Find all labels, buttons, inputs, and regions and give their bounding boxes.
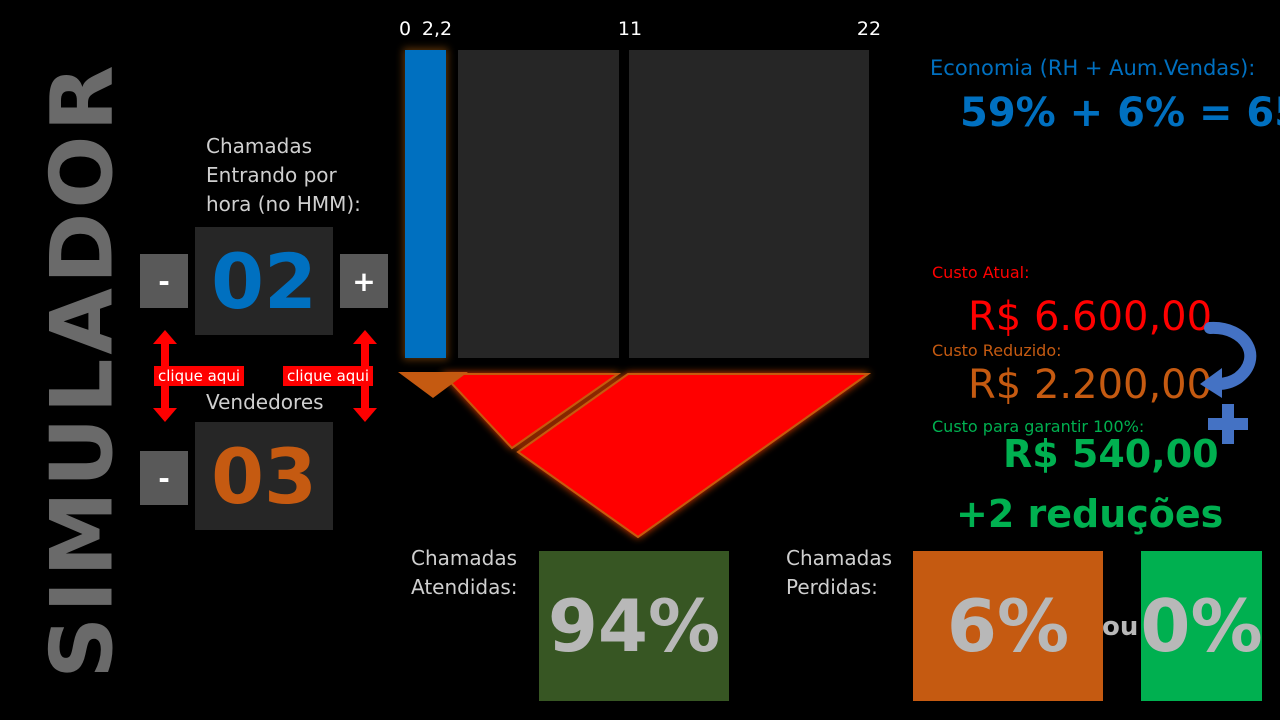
sellers-decrement-button[interactable]: -: [140, 451, 188, 505]
answered-percentage: 94%: [539, 551, 729, 701]
current-cost-value: R$ 6.600,00: [968, 294, 1213, 340]
sellers-input-label: Vendedores: [206, 390, 324, 414]
calls-increment-button[interactable]: +: [340, 254, 388, 308]
scale-tick-max: 22: [856, 18, 882, 40]
calls-decrement-button[interactable]: -: [140, 254, 188, 308]
calls-input-label: Chamadas Entrando por hora (no HMM):: [206, 134, 361, 216]
side-title: SIMULADOR: [33, 61, 133, 679]
current-cost-label: Custo Atual:: [932, 263, 1030, 282]
calls-value: 02: [195, 227, 333, 335]
economy-value: 59% + 6% = 65%: [960, 90, 1280, 136]
current-calls-bar: [405, 50, 446, 358]
lost-label: Chamadas Perdidas:: [786, 546, 893, 599]
sellers-hint-tag[interactable]: clique aqui: [283, 366, 373, 386]
scale-tick-mid: 11: [617, 18, 643, 40]
scale-tick-0: 0: [398, 18, 412, 40]
reductions-text: +2 reduções: [956, 492, 1224, 536]
scale-tick-current: 2,2: [421, 18, 453, 40]
reduced-cost-value: R$ 2.200,00: [968, 362, 1213, 408]
sellers-value: 03: [195, 422, 333, 530]
calls-hint-tag[interactable]: clique aqui: [154, 366, 244, 386]
plus-icon: [1208, 404, 1248, 444]
lost-alt-percentage: 0%: [1140, 551, 1263, 701]
curved-arrow-icon: [1200, 321, 1257, 398]
guarantee-cost-value: R$ 540,00: [1003, 432, 1219, 476]
lost-percentage: 6%: [913, 551, 1103, 701]
answered-label: Chamadas Atendidas:: [411, 546, 518, 599]
guarantee-cost-label: Custo para garantir 100%:: [932, 417, 1145, 436]
funnel-graphic: [398, 372, 872, 539]
economy-label: Economia (RH + Aum.Vendas):: [930, 56, 1256, 80]
reduced-cost-label: Custo Reduzido:: [932, 341, 1062, 360]
capacity-bar-first-half: [458, 50, 619, 358]
or-text: ou: [1102, 612, 1139, 642]
capacity-bar-second-half: [629, 50, 869, 358]
